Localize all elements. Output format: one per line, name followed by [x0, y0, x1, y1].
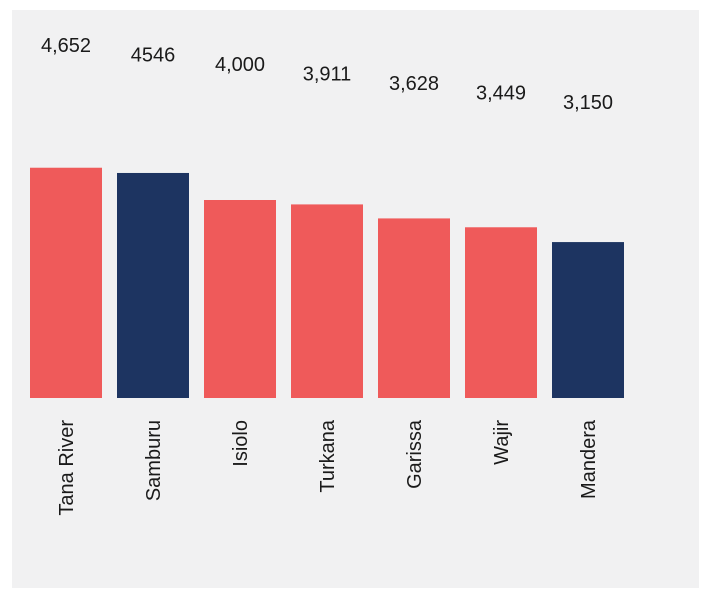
data-label-garissa: 3,628	[389, 73, 439, 95]
category-label-samburu: Samburu	[143, 420, 165, 501]
data-label-tana-river: 4,652	[41, 35, 91, 57]
category-label-mandera: Mandera	[578, 419, 600, 499]
data-label-wajir: 3,449	[476, 83, 526, 105]
category-label-isiolo: Isiolo	[230, 420, 252, 467]
bar-tana-river	[30, 167, 102, 398]
category-label-tana-river: Tana River	[56, 420, 78, 516]
chart-panel: 4,652 Tana River 4546 Samburu 4,000 Isiolo 3,9…	[12, 10, 699, 588]
category-label-garissa: Garissa	[404, 419, 426, 489]
category-label-turkana: Turkana	[317, 419, 339, 493]
data-label-isiolo: 4,000	[215, 54, 265, 76]
bar-samburu	[117, 172, 189, 398]
bar-mandera	[552, 242, 624, 398]
bar-turkana	[291, 204, 363, 398]
bar-garissa	[378, 218, 450, 398]
bar-isiolo	[204, 200, 276, 398]
data-label-samburu: 4546	[131, 45, 176, 67]
data-label-turkana: 3,911	[303, 64, 352, 86]
bar-chart: 4,652 Tana River 4546 Samburu 4,000 Isiolo 3,9…	[30, 35, 624, 516]
category-label-wajir: Wajir	[491, 420, 513, 465]
data-label-mandera: 3,150	[563, 92, 613, 114]
bar-wajir	[465, 227, 537, 398]
